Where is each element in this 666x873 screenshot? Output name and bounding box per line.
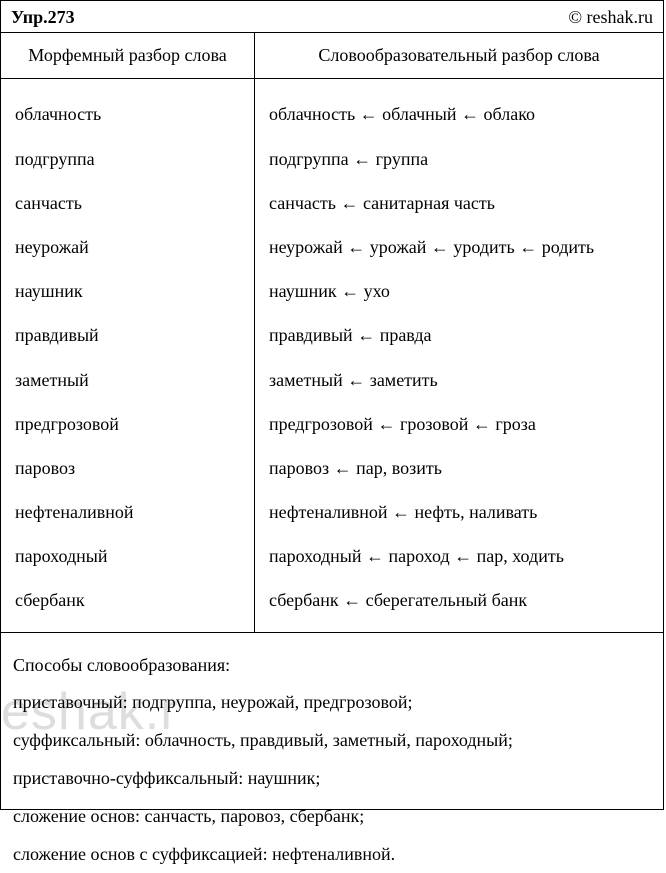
morpheme-word: пароходный	[15, 539, 240, 573]
method-line: приставочный: подгруппа, неурожай, предг…	[13, 684, 651, 722]
column-header-morpheme: Морфемный разбор слова	[1, 33, 255, 79]
methods-section: Способы словообразования: приставочный: …	[1, 633, 663, 873]
morpheme-word: правдивый	[15, 318, 240, 352]
column-header-derivation: Словообразовательный разбор слова	[255, 33, 664, 79]
source-credit: © reshak.ru	[568, 5, 653, 30]
morpheme-word: предгрозовой	[15, 407, 240, 441]
page-header: Упр.273 © reshak.ru	[1, 1, 663, 33]
derivation-chain: нефтеналивной ← нефть, наливать	[269, 495, 649, 529]
derivation-chain: облачность ← облачный ← облако	[269, 97, 649, 131]
morpheme-word: неурожай	[15, 230, 240, 264]
morpheme-word: подгруппа	[15, 142, 240, 176]
analysis-table: Морфемный разбор слова Словообразователь…	[1, 33, 663, 632]
derivation-chain: сбербанк ← сберегательный банк	[269, 583, 649, 617]
exercise-number: Упр.273	[11, 5, 75, 30]
morpheme-word: облачность	[15, 97, 240, 131]
method-line: сложение основ: санчасть, паровоз, сберб…	[13, 798, 651, 836]
derivation-chain: неурожай ← урожай ← уродить ← родить	[269, 230, 649, 264]
morpheme-word: паровоз	[15, 451, 240, 485]
derivation-chain: пароходный ← пароход ← пар, ходить	[269, 539, 649, 573]
derivation-cell: облачность ← облачный ← облако подгруппа…	[255, 79, 664, 632]
derivation-chain: наушник ← ухо	[269, 274, 649, 308]
morpheme-word: нефтеналивной	[15, 495, 240, 529]
methods-heading: Способы словообразования:	[13, 647, 651, 685]
morpheme-word: заметный	[15, 363, 240, 397]
derivation-chain: санчасть ← санитарная часть	[269, 186, 649, 220]
derivation-chain: заметный ← заметить	[269, 363, 649, 397]
morpheme-cell: облачность подгруппа санчасть неурожай н…	[1, 79, 255, 632]
derivation-chain: паровоз ← пар, возить	[269, 451, 649, 485]
method-line: сложение основ с суффиксацией: нефтенали…	[13, 836, 651, 873]
derivation-chain: подгруппа ← группа	[269, 142, 649, 176]
morpheme-word: санчасть	[15, 186, 240, 220]
derivation-chain: предгрозовой ← грозовой ← гроза	[269, 407, 649, 441]
morpheme-word: сбербанк	[15, 583, 240, 617]
method-line: приставочно-суффиксальный: наушник;	[13, 760, 651, 798]
morpheme-word: наушник	[15, 274, 240, 308]
method-line: суффиксальный: облачность, правдивый, за…	[13, 722, 651, 760]
derivation-chain: правдивый ← правда	[269, 318, 649, 352]
